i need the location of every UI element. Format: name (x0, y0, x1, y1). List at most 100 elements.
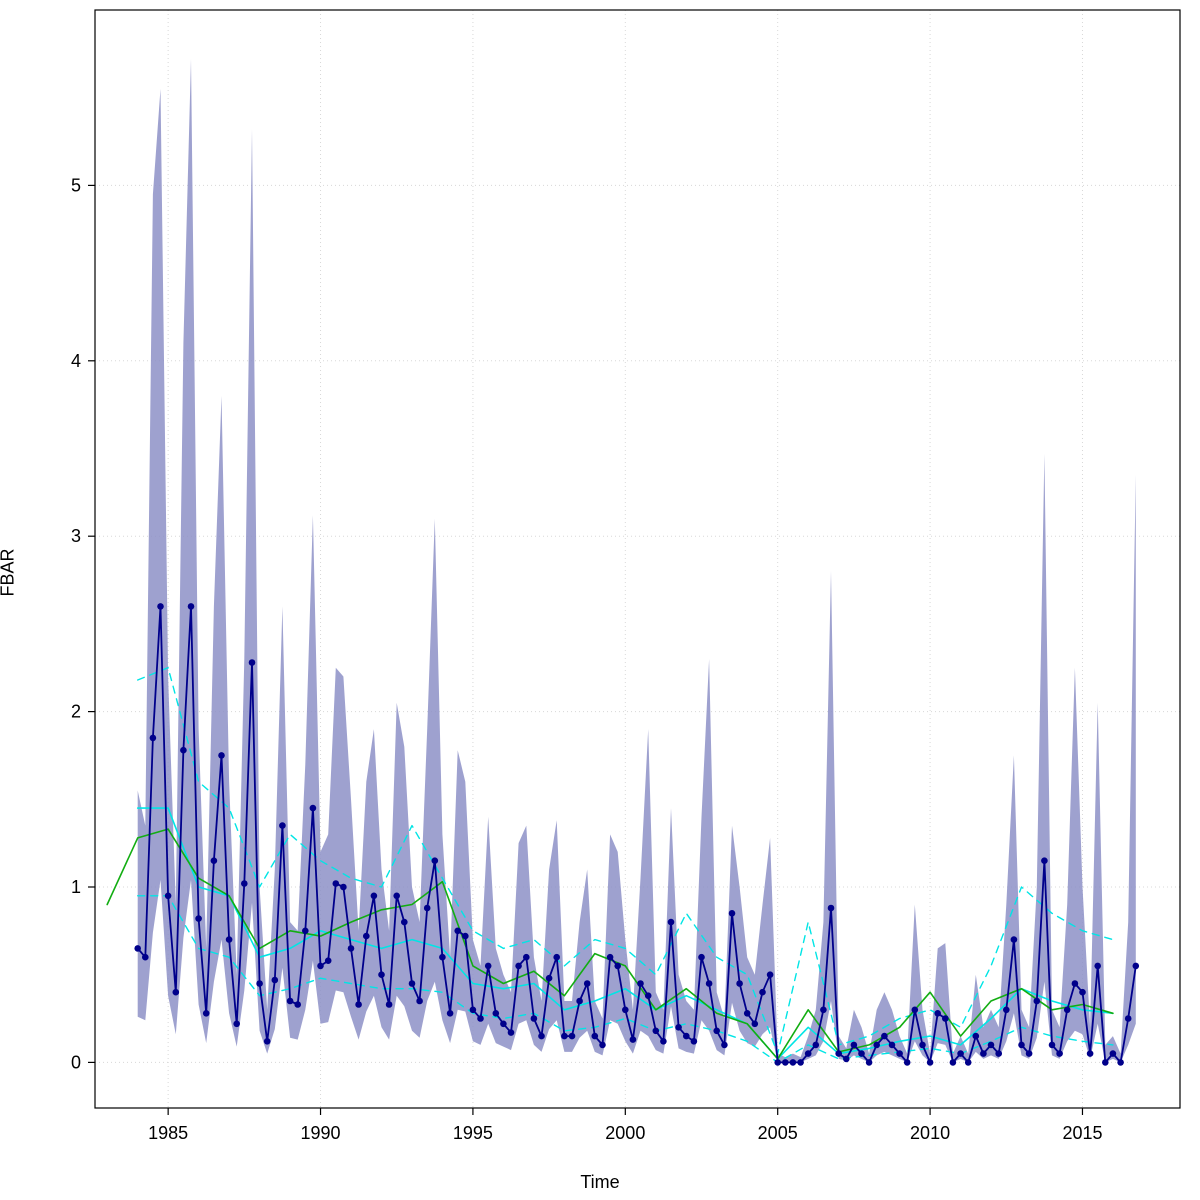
data-point (774, 1059, 781, 1066)
data-point (462, 932, 469, 940)
observed-quarterly-fbar-line (136, 605, 1137, 1064)
x-axis-title: Time (580, 1172, 620, 1192)
data-point (942, 1015, 949, 1022)
data-point (454, 927, 462, 935)
data-point (576, 997, 583, 1005)
data-point (964, 1059, 972, 1066)
data-point (1071, 980, 1079, 987)
data-point (888, 1041, 896, 1049)
data-point (1094, 962, 1101, 970)
data-point (957, 1050, 964, 1057)
data-point (530, 1015, 538, 1022)
data-point (553, 953, 560, 961)
data-point (180, 746, 187, 754)
data-point (401, 918, 408, 926)
data-point (797, 1059, 804, 1066)
data-point (705, 980, 713, 987)
data-point (789, 1059, 797, 1066)
data-point (340, 883, 347, 891)
data-point (683, 1032, 690, 1040)
y-tick-label: 4 (71, 351, 81, 371)
data-point (919, 1041, 926, 1049)
data-point (202, 1010, 210, 1017)
data-point (416, 997, 423, 1005)
data-point (622, 1006, 629, 1014)
data-point (393, 892, 401, 900)
data-point (385, 1001, 393, 1008)
data-point (195, 915, 202, 922)
data-point (286, 997, 294, 1005)
data-point (865, 1059, 873, 1066)
data-point (1056, 1050, 1063, 1057)
data-point (850, 1041, 858, 1049)
data-point (926, 1059, 934, 1066)
y-tick-label: 0 (71, 1052, 81, 1072)
data-point (545, 974, 553, 982)
data-point (263, 1038, 271, 1045)
data-point (279, 822, 286, 829)
data-point (728, 910, 736, 917)
y-tick-label: 5 (71, 175, 81, 195)
data-point (1079, 988, 1086, 996)
data-point (652, 1027, 660, 1035)
data-point (599, 1041, 606, 1049)
data-point (675, 1024, 682, 1031)
data-point (751, 1020, 759, 1028)
x-tick-label: 2005 (758, 1123, 798, 1143)
data-point (911, 1006, 919, 1014)
data-point (934, 1010, 941, 1017)
data-point (302, 927, 309, 935)
x-tick-label: 2000 (605, 1123, 645, 1143)
data-point (172, 988, 180, 996)
data-point (713, 1027, 720, 1035)
data-point (1010, 936, 1018, 943)
data-point (644, 992, 652, 999)
data-point (1018, 1041, 1025, 1049)
data-point (561, 1032, 568, 1040)
data-point (157, 603, 164, 610)
data-point (1117, 1059, 1124, 1066)
data-point (1132, 962, 1140, 970)
data-point (1003, 1006, 1010, 1014)
data-point (804, 1050, 812, 1057)
data-point (698, 953, 705, 961)
x-tick-label: 1985 (148, 1123, 188, 1143)
data-point (583, 980, 591, 987)
data-point (484, 962, 492, 970)
data-point (835, 1050, 842, 1057)
data-point (317, 962, 324, 970)
data-point (812, 1041, 820, 1049)
data-point (294, 1001, 302, 1008)
data-point (606, 953, 614, 961)
x-tick-label: 2010 (910, 1123, 950, 1143)
data-point (431, 857, 439, 864)
data-point (355, 1001, 362, 1008)
data-point (637, 980, 644, 987)
data-point (881, 1032, 888, 1040)
data-point (766, 971, 774, 978)
data-point (446, 1010, 454, 1017)
data-point (408, 980, 416, 987)
data-point (843, 1055, 850, 1063)
data-point (873, 1041, 880, 1049)
cyan-median-annual-line (136, 807, 1114, 1060)
data-point (858, 1050, 865, 1057)
data-point (142, 953, 149, 961)
data-point (332, 880, 340, 887)
y-tick-label: 2 (71, 702, 81, 722)
data-point (423, 904, 431, 912)
data-point (347, 945, 355, 952)
data-point (1041, 857, 1048, 864)
data-point (782, 1059, 789, 1066)
data-point (149, 734, 157, 742)
data-point (591, 1032, 599, 1040)
data-point (721, 1041, 728, 1049)
data-point (241, 880, 248, 887)
confidence-band (137, 59, 1136, 1063)
data-point (363, 932, 370, 940)
data-point (949, 1059, 957, 1066)
data-point (980, 1050, 987, 1057)
data-point (759, 988, 766, 996)
